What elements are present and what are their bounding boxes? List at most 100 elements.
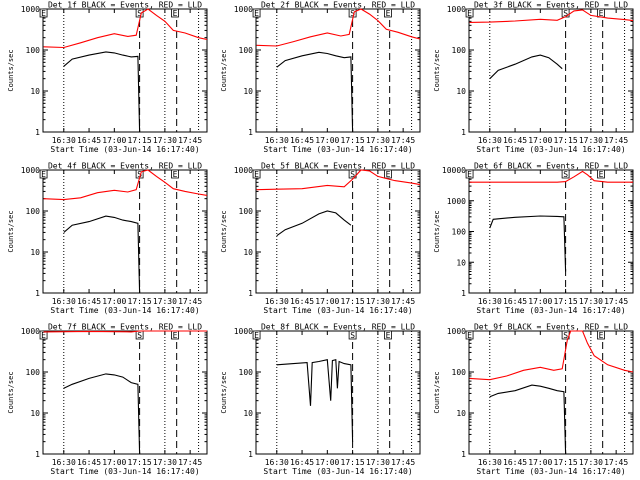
y-tick-label: 1 — [35, 289, 40, 298]
lld-series-line — [43, 169, 208, 201]
x-tick-label: 17:15 — [341, 297, 365, 306]
interval-marker-label: S — [563, 331, 568, 340]
x-tick-label: 17:00 — [102, 458, 126, 467]
x-tick-label: 17:30 — [153, 297, 177, 306]
x-tick-label: 16:45 — [503, 136, 527, 145]
y-tick-label: 10 — [456, 87, 466, 96]
interval-marker-label: E — [41, 9, 46, 18]
events-series-line — [489, 215, 567, 272]
x-tick-label: 17:00 — [315, 297, 339, 306]
interval-marker-label: E — [467, 170, 472, 179]
x-tick-label: 16:45 — [503, 297, 527, 306]
x-tick-label: 17:30 — [366, 136, 390, 145]
x-tick-label: 17:00 — [102, 297, 126, 306]
lld-series-line — [469, 330, 634, 381]
x-tick-label: 16:30 — [478, 458, 502, 467]
interval-marker-label: E — [599, 9, 604, 18]
x-tick-label: 17:15 — [341, 136, 365, 145]
x-tick-label: 17:30 — [153, 458, 177, 467]
interval-marker-label: E — [173, 331, 178, 340]
y-tick-label: 1000 — [234, 166, 253, 175]
plot-frame — [42, 169, 208, 294]
y-tick-label: 100 — [26, 207, 41, 216]
interval-marker-label: S — [350, 9, 355, 18]
x-tick-label: 17:00 — [315, 458, 339, 467]
chart-panel: Det 7f BLACK = Events, RED = LLD 1 10 100 10… — [7, 323, 208, 476]
interval-marker-box — [171, 8, 179, 18]
y-tick-label: 1000 — [21, 5, 40, 14]
x-tick-label: 16:30 — [265, 458, 289, 467]
events-series-line — [276, 358, 354, 442]
interval-marker-label: E — [467, 331, 472, 340]
y-axis-title: Counts/sec — [433, 371, 441, 413]
interval-marker-label: S — [137, 170, 142, 179]
y-tick-label: 100 — [26, 46, 41, 55]
lld-series-line — [469, 9, 634, 23]
y-tick-label: 1 — [248, 289, 253, 298]
x-tick-label: 16:30 — [52, 136, 76, 145]
interval-marker-label: E — [386, 331, 391, 340]
interval-marker-label: E — [173, 9, 178, 18]
interval-marker-label: E — [41, 331, 46, 340]
interval-marker-label: E — [386, 9, 391, 18]
lld-series-line — [469, 170, 633, 183]
interval-marker-box — [252, 8, 261, 18]
plot-frame — [255, 8, 421, 133]
y-tick-label: 10000 — [442, 166, 466, 175]
interval-marker-box — [561, 169, 570, 179]
x-tick-label: 16:45 — [77, 297, 101, 306]
lld-series-line — [43, 8, 208, 49]
x-tick-label: 16:45 — [77, 136, 101, 145]
interval-marker-box — [171, 169, 179, 179]
interval-marker-box — [39, 8, 48, 18]
chart-title: Det 1f BLACK = Events, RED = LLD — [48, 1, 202, 10]
y-axis-title: Counts/sec — [7, 49, 15, 91]
x-tick-label: 17:45 — [178, 458, 202, 467]
x-tick-label: 17:30 — [153, 136, 177, 145]
x-tick-label: 17:00 — [528, 458, 552, 467]
interval-marker-box — [252, 330, 261, 340]
x-tick-label: 17:45 — [604, 136, 628, 145]
interval-marker-label: E — [254, 170, 259, 179]
x-tick-label: 17:45 — [391, 297, 415, 306]
interval-marker-box — [135, 8, 144, 18]
y-axis-title: Counts/sec — [220, 49, 228, 91]
events-series-line — [63, 373, 141, 455]
x-tick-label: 16:45 — [290, 458, 314, 467]
events-series-line — [63, 215, 141, 294]
interval-marker-label: E — [173, 170, 178, 179]
x-axis-title: Start Time (03-Jun-14 16:17:40) — [50, 467, 199, 476]
y-tick-label: 10 — [243, 248, 253, 257]
y-tick-label: 100 — [452, 228, 467, 237]
x-tick-label: 16:45 — [77, 458, 101, 467]
y-tick-label: 10 — [243, 409, 253, 418]
x-axis-title: Start Time (03-Jun-14 16:17:40) — [263, 145, 412, 154]
chart-panel: Det 1f BLACK = Events, RED = LLD 1 10 100 10… — [7, 1, 208, 154]
interval-marker-box — [597, 330, 605, 340]
y-tick-label: 1000 — [447, 197, 466, 206]
y-tick-label: 1000 — [447, 5, 466, 14]
y-tick-label: 1 — [248, 450, 253, 459]
interval-marker-box — [384, 169, 392, 179]
chart-panel: Det 2f BLACK = Events, RED = LLD 1 10 100 10… — [220, 1, 421, 154]
y-axis-title: Counts/sec — [7, 210, 15, 252]
x-tick-label: 17:00 — [528, 136, 552, 145]
x-tick-label: 17:00 — [102, 136, 126, 145]
y-tick-label: 1000 — [234, 5, 253, 14]
events-series-line — [63, 51, 141, 133]
y-tick-label: 10 — [243, 87, 253, 96]
events-series-line — [276, 51, 354, 133]
plot-frame — [468, 8, 634, 133]
interval-marker-box — [384, 8, 392, 18]
interval-marker-label: S — [350, 331, 355, 340]
x-tick-label: 17:45 — [604, 458, 628, 467]
plot-frame — [255, 169, 421, 294]
x-tick-label: 16:30 — [265, 136, 289, 145]
interval-marker-box — [384, 330, 392, 340]
y-axis-title: Counts/sec — [7, 371, 15, 413]
y-tick-label: 100 — [26, 368, 41, 377]
lld-series-line — [256, 8, 421, 47]
chart-title: Det 2f BLACK = Events, RED = LLD — [261, 1, 415, 10]
interval-marker-box — [465, 169, 474, 179]
x-axis-title: Start Time (03-Jun-14 16:17:40) — [263, 467, 412, 476]
